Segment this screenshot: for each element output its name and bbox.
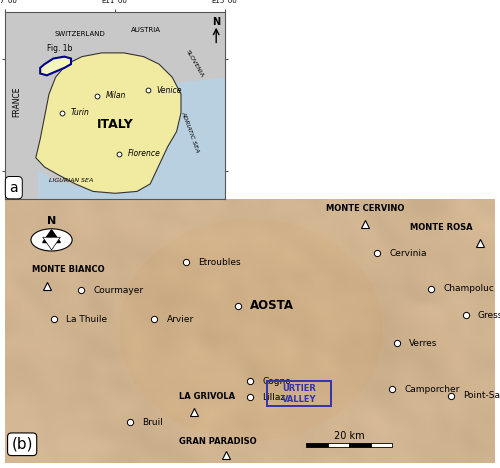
Text: Champoluc: Champoluc bbox=[444, 284, 494, 293]
Text: Fig. 1b: Fig. 1b bbox=[47, 44, 72, 53]
Polygon shape bbox=[42, 230, 60, 242]
Text: Cervinia: Cervinia bbox=[390, 249, 427, 257]
Bar bbox=[349, 443, 370, 447]
Text: MONTE BIANCO: MONTE BIANCO bbox=[32, 265, 104, 274]
Text: LIGURIAN SEA: LIGURIAN SEA bbox=[49, 178, 93, 183]
Text: La Thuile: La Thuile bbox=[66, 314, 108, 324]
Polygon shape bbox=[38, 169, 142, 199]
Bar bbox=[328, 443, 349, 447]
Text: MONTE ROSA: MONTE ROSA bbox=[410, 223, 473, 232]
Bar bbox=[267, 381, 331, 407]
Polygon shape bbox=[42, 237, 60, 250]
Text: N: N bbox=[212, 17, 220, 27]
Text: Bruil: Bruil bbox=[142, 418, 163, 427]
Text: AUSTRIA: AUSTRIA bbox=[131, 28, 161, 33]
Text: URTIER
VALLEY: URTIER VALLEY bbox=[282, 384, 316, 403]
Text: Point-Saint-Martin: Point-Saint-Martin bbox=[463, 391, 500, 401]
Polygon shape bbox=[142, 77, 225, 199]
Text: Camporcher: Camporcher bbox=[404, 385, 460, 394]
Text: GRAN PARADISO: GRAN PARADISO bbox=[180, 437, 257, 446]
Text: Etroubles: Etroubles bbox=[198, 258, 241, 267]
Text: Cogno: Cogno bbox=[262, 377, 291, 386]
Text: AOSTA: AOSTA bbox=[250, 300, 294, 313]
Text: ADRIATIC SEA: ADRIATIC SEA bbox=[180, 110, 200, 153]
Text: Lillaz: Lillaz bbox=[262, 393, 285, 402]
Bar bbox=[306, 443, 328, 447]
Text: LA GRIVOLA: LA GRIVOLA bbox=[179, 392, 235, 401]
Text: ITALY: ITALY bbox=[96, 117, 134, 131]
Text: Arvier: Arvier bbox=[166, 314, 194, 324]
Circle shape bbox=[31, 229, 72, 251]
Text: SWITZERLAND: SWITZERLAND bbox=[54, 31, 105, 37]
Text: Turin: Turin bbox=[71, 108, 90, 117]
Text: (b): (b) bbox=[12, 437, 33, 452]
Text: Gressoney: Gressoney bbox=[478, 311, 500, 320]
Text: Courmayer: Courmayer bbox=[93, 285, 144, 295]
Bar bbox=[370, 443, 392, 447]
Text: Milan: Milan bbox=[106, 91, 126, 101]
Text: N: N bbox=[47, 216, 56, 226]
Polygon shape bbox=[36, 53, 181, 193]
Polygon shape bbox=[40, 57, 71, 75]
Text: Florence: Florence bbox=[128, 149, 161, 159]
Text: Venice: Venice bbox=[157, 86, 182, 95]
Text: MONTE CERVINO: MONTE CERVINO bbox=[326, 205, 404, 213]
Text: Verres: Verres bbox=[410, 338, 438, 348]
Text: SLOVENIA: SLOVENIA bbox=[184, 50, 204, 79]
Text: 20 km: 20 km bbox=[334, 431, 364, 441]
Text: a: a bbox=[10, 181, 18, 195]
Text: FRANCE: FRANCE bbox=[12, 86, 22, 117]
